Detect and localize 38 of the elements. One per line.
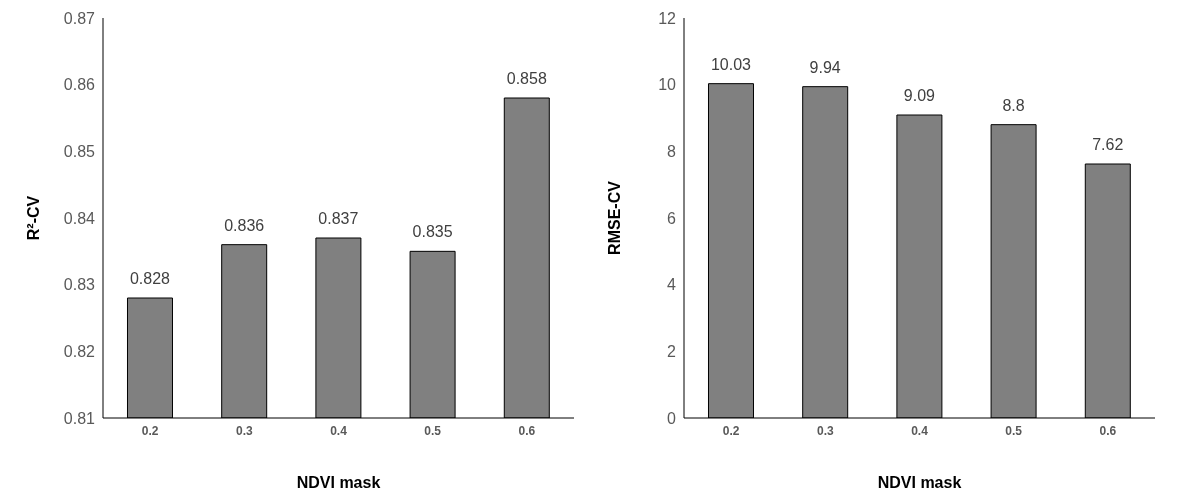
y-tick-label: 0.84 bbox=[63, 209, 96, 227]
x-tick-label: 0.4 bbox=[330, 423, 348, 438]
y-tick-label: 0.87 bbox=[63, 9, 96, 27]
x-axis-title: NDVI mask bbox=[296, 474, 381, 491]
y-tick-label: 4 bbox=[667, 276, 677, 294]
x-tick-label: 0.5 bbox=[424, 423, 442, 438]
y-tick-label: 12 bbox=[658, 9, 677, 27]
x-tick-label: 0.6 bbox=[1099, 423, 1117, 438]
y-tick-label: 0.85 bbox=[63, 143, 96, 161]
y-tick-label: 6 bbox=[667, 209, 677, 227]
data-label: 0.837 bbox=[318, 210, 359, 227]
y-tick-label: 0.83 bbox=[63, 276, 96, 294]
data-label: 8.8 bbox=[1002, 96, 1025, 114]
y-tick-label: 0 bbox=[667, 409, 677, 427]
data-label: 0.828 bbox=[129, 270, 171, 287]
data-label: 9.94 bbox=[809, 58, 841, 76]
x-axis-title: NDVI mask bbox=[877, 474, 962, 491]
x-tick-label: 0.6 bbox=[518, 423, 536, 438]
y-tick-label: 0.82 bbox=[63, 343, 96, 361]
x-tick-label: 0.2 bbox=[141, 423, 159, 438]
data-label: 10.03 bbox=[710, 55, 752, 73]
y-tick-label: 0.81 bbox=[63, 409, 96, 427]
x-tick-label: 0.4 bbox=[911, 423, 929, 438]
y-tick-label: 0.86 bbox=[63, 76, 96, 94]
data-label: 7.62 bbox=[1092, 136, 1124, 153]
x-tick-label: 0.3 bbox=[816, 423, 834, 438]
data-label: 0.836 bbox=[224, 216, 265, 234]
y-tick-label: 8 bbox=[667, 143, 677, 161]
x-tick-label: 0.5 bbox=[1005, 423, 1023, 438]
y-axis-title: R²-CV bbox=[24, 195, 42, 241]
x-tick-label: 0.2 bbox=[722, 423, 740, 438]
data-label: 0.835 bbox=[412, 223, 453, 241]
x-tick-label: 0.3 bbox=[235, 423, 253, 438]
y-axis-title: RMSE-CV bbox=[605, 180, 623, 255]
y-tick-label: 2 bbox=[667, 343, 677, 361]
data-label: 9.09 bbox=[903, 87, 936, 104]
y-tick-label: 10 bbox=[658, 76, 677, 94]
data-label: 0.858 bbox=[506, 70, 547, 87]
